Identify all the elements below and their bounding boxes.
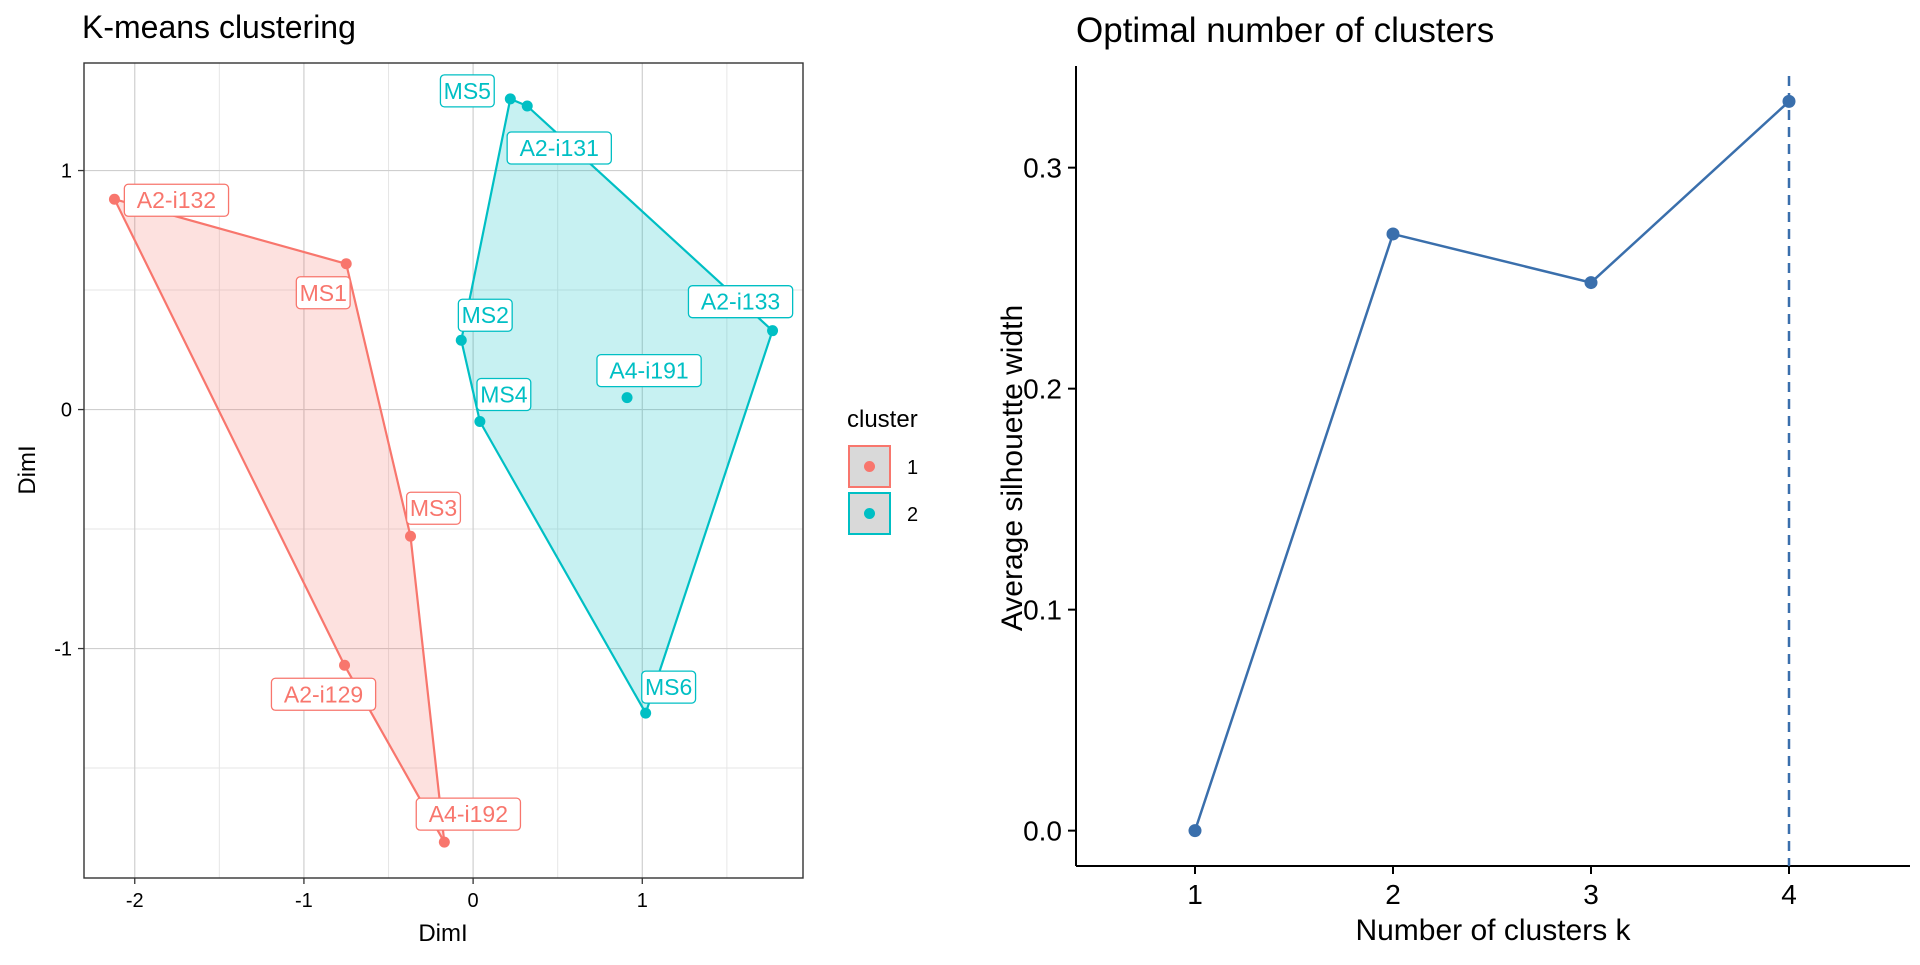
label-A2-i133: A2-i133 — [687, 285, 794, 319]
cluster-points — [108, 93, 779, 848]
label-A4-i191: A4-i191 — [596, 353, 702, 388]
label-A2-i129: A2-i129 — [270, 677, 377, 711]
y-tick-label: 0.3 — [1023, 153, 1062, 184]
point-A2-i131 — [521, 100, 533, 112]
legend-item-1: 1 — [848, 445, 918, 488]
kmeans-x-ticks: -2 -1 0 1 — [126, 878, 648, 912]
legend-dot — [864, 508, 875, 519]
label-box — [415, 797, 522, 831]
x-tick-label: 0 — [468, 890, 479, 912]
label-box — [270, 677, 377, 711]
label-box — [405, 491, 462, 525]
legend-title: cluster — [847, 406, 918, 433]
point-A2-i129 — [339, 659, 351, 671]
point-MS1 — [340, 258, 352, 270]
label-A2-i131: A2-i131 — [506, 131, 612, 165]
x-tick-label: -1 — [295, 890, 313, 912]
label-text: MS2 — [462, 302, 509, 328]
point-MS4 — [474, 416, 486, 428]
legend-items: 12 — [848, 445, 918, 535]
point-MS3 — [405, 530, 417, 542]
legend-label: 2 — [907, 504, 918, 526]
y-tick-label: 0.0 — [1023, 816, 1062, 847]
kmeans-y-axis-label: DimI — [14, 445, 41, 494]
kmeans-x-axis-label: DimI — [418, 920, 467, 947]
point-A2-i133 — [767, 325, 779, 337]
label-text: A4-i191 — [609, 358, 688, 384]
label-text: MS6 — [645, 674, 692, 700]
x-tick-label: 1 — [1187, 879, 1203, 910]
legend-label: 1 — [907, 457, 918, 479]
y-tick-label: 1 — [61, 161, 72, 183]
point-A2-i132 — [108, 193, 120, 205]
label-box — [641, 670, 697, 704]
label-text: MS4 — [480, 382, 528, 408]
y-tick-label: -1 — [54, 639, 72, 661]
y-tick-label: 0.2 — [1023, 374, 1062, 405]
label-box — [457, 298, 513, 332]
label-box — [439, 74, 495, 108]
label-MS6: MS6 — [641, 670, 697, 704]
silhouette-point-2 — [1386, 227, 1400, 241]
label-box — [295, 276, 351, 310]
legend-dot — [864, 461, 875, 472]
point-MS2 — [455, 334, 467, 346]
point-labels: A2-i132 MS1 MS3 A2-i129 A4-i192 MS5 A2-i131 A2-… — [123, 74, 794, 831]
silhouette-title: Optimal number of clusters — [1076, 11, 1494, 50]
kmeans-title: K-means clustering — [82, 9, 356, 45]
label-box — [476, 377, 532, 412]
silhouette-point-1 — [1188, 824, 1202, 838]
label-box — [596, 353, 702, 388]
x-tick-label: 4 — [1781, 879, 1797, 910]
label-text: MS5 — [444, 78, 491, 104]
x-tick-label: 3 — [1583, 879, 1599, 910]
point-A4-i192 — [438, 836, 450, 848]
label-A4-i192: A4-i192 — [415, 797, 522, 831]
silhouette-point-3 — [1584, 276, 1598, 290]
kmeans-panel-border — [83, 62, 804, 879]
x-tick-label: 2 — [1385, 879, 1401, 910]
point-A4-i191 — [621, 392, 633, 404]
label-text: A2-i131 — [520, 135, 599, 161]
label-MS3: MS3 — [405, 491, 462, 525]
label-text: MS3 — [410, 495, 457, 521]
silhouette-line — [1193, 100, 1790, 831]
y-tick-label: 0.1 — [1023, 595, 1062, 626]
label-A2-i132: A2-i132 — [123, 183, 230, 217]
x-tick-label: 1 — [637, 890, 648, 912]
label-text: A4-i192 — [429, 801, 508, 827]
silhouette-y-axis-label: Average silhouette width — [996, 305, 1029, 631]
point-MS6 — [640, 707, 652, 719]
x-tick-label: -2 — [126, 890, 144, 912]
point-MS5 — [504, 93, 516, 105]
silhouette-x-ticks: 1 2 3 4 — [1187, 866, 1797, 910]
label-box — [506, 131, 612, 165]
label-MS1: MS1 — [295, 276, 351, 310]
label-text: A2-i129 — [284, 681, 363, 707]
kmeans-panel: K-means clustering A2-i132MS1MS3A2-i129A… — [14, 9, 804, 947]
silhouette-x-axis-label: Number of clusters k — [1355, 914, 1631, 947]
kmeans-y-ticks: -1 0 1 — [54, 161, 84, 661]
label-box — [687, 285, 794, 319]
label-MS2: MS2 — [457, 298, 513, 332]
label-MS4: MS4 — [476, 377, 532, 412]
cluster-legend: cluster 12 — [847, 406, 918, 535]
silhouette-point-4 — [1782, 94, 1796, 108]
silhouette-series — [1188, 94, 1796, 838]
label-MS5: MS5 — [439, 74, 495, 108]
label-text: A2-i132 — [137, 187, 216, 213]
silhouette-axes — [1075, 66, 1910, 867]
label-box — [123, 183, 230, 217]
legend-item-2: 2 — [848, 492, 918, 535]
label-text: MS1 — [300, 280, 347, 306]
silhouette-y-ticks: 0.0 0.1 0.2 0.3 — [1023, 153, 1076, 847]
y-tick-label: 0 — [61, 400, 72, 422]
label-text: A2-i133 — [701, 289, 780, 315]
